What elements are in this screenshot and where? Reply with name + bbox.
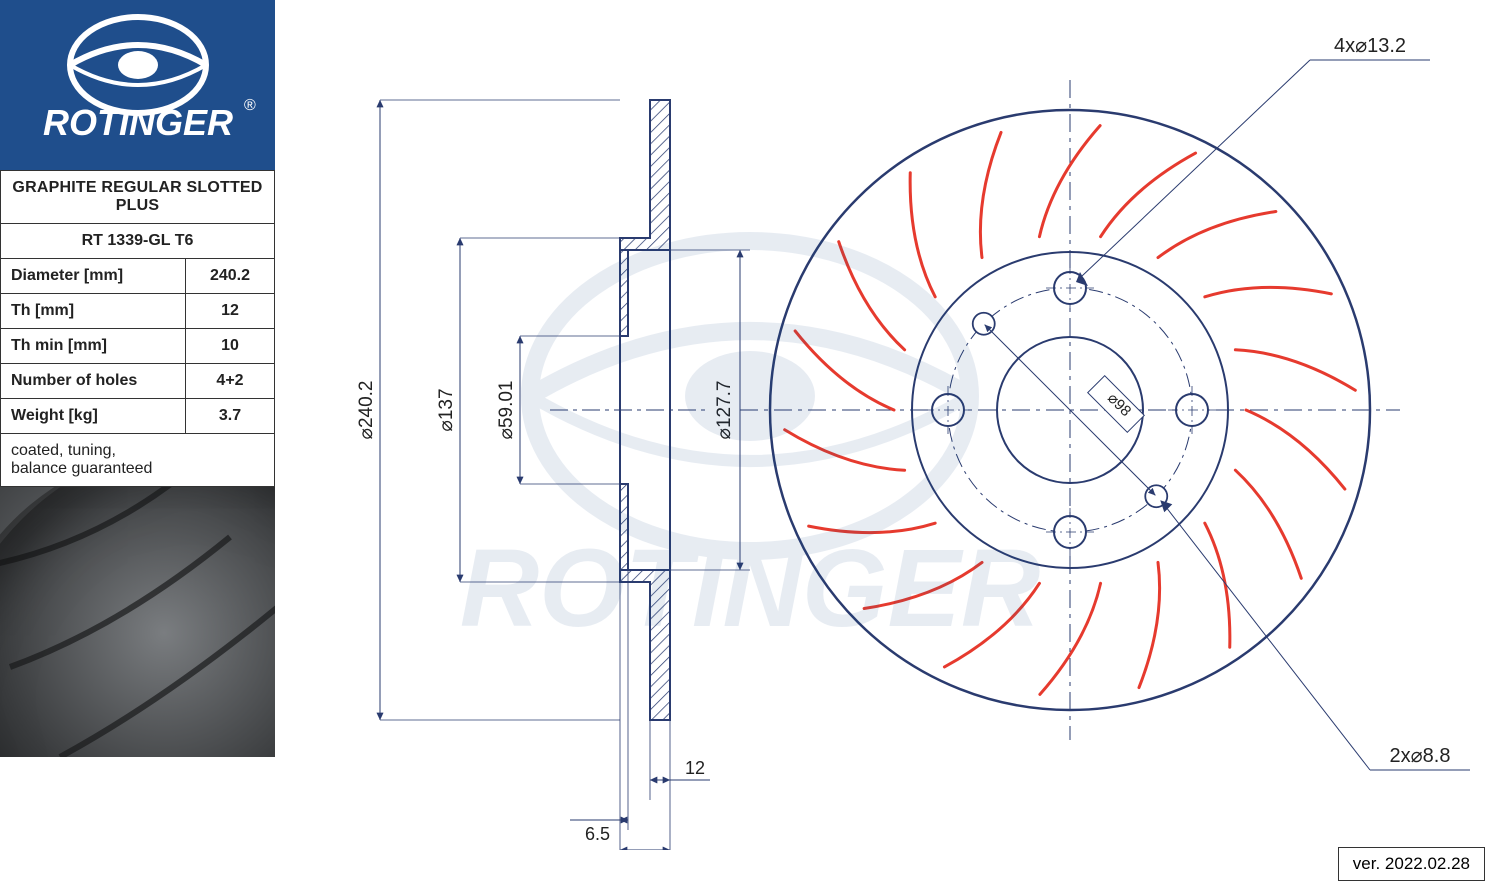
svg-text:2x⌀8.8: 2x⌀8.8 (1390, 745, 1451, 767)
spec-row: Weight [kg]3.7 (1, 399, 275, 434)
svg-text:⌀137: ⌀137 (436, 388, 457, 431)
svg-text:6.5: 6.5 (585, 824, 610, 844)
spec-row: Number of holes4+2 (1, 364, 275, 399)
version-box: ver. 2022.02.28 (1338, 847, 1485, 881)
spec-table: GRAPHITE REGULAR SLOTTED PLUS RT 1339-GL… (0, 170, 275, 487)
svg-text:®: ® (244, 97, 256, 114)
technical-drawing: ⌀240.2⌀137⌀59.01⌀127.7126.5404x⌀13.22x⌀8… (310, 20, 1480, 850)
sidebar: ROTINGER ® GRAPHITE REGULAR SLOTTED PLUS… (0, 0, 275, 891)
spec-row: Diameter [mm]240.2 (1, 259, 275, 294)
svg-text:ROTINGER: ROTINGER (42, 102, 232, 143)
svg-text:4x⌀13.2: 4x⌀13.2 (1334, 35, 1406, 57)
product-image (0, 487, 275, 757)
notes: coated, tuning, balance guaranteed (1, 434, 275, 487)
spec-row: Th min [mm]10 (1, 329, 275, 364)
spec-row: Th [mm]12 (1, 294, 275, 329)
rotinger-logo: ROTINGER ® (18, 10, 258, 160)
svg-text:⌀127.7: ⌀127.7 (714, 381, 735, 440)
part-number: RT 1339-GL T6 (1, 224, 275, 259)
subtitle: GRAPHITE REGULAR SLOTTED PLUS (1, 171, 275, 224)
svg-text:⌀240.2: ⌀240.2 (356, 381, 377, 440)
svg-text:⌀59.01: ⌀59.01 (496, 381, 517, 440)
svg-text:12: 12 (685, 758, 705, 778)
drawing-area: ⌀240.2⌀137⌀59.01⌀127.7126.5404x⌀13.22x⌀8… (310, 20, 1480, 850)
logo-block: ROTINGER ® (0, 0, 275, 170)
